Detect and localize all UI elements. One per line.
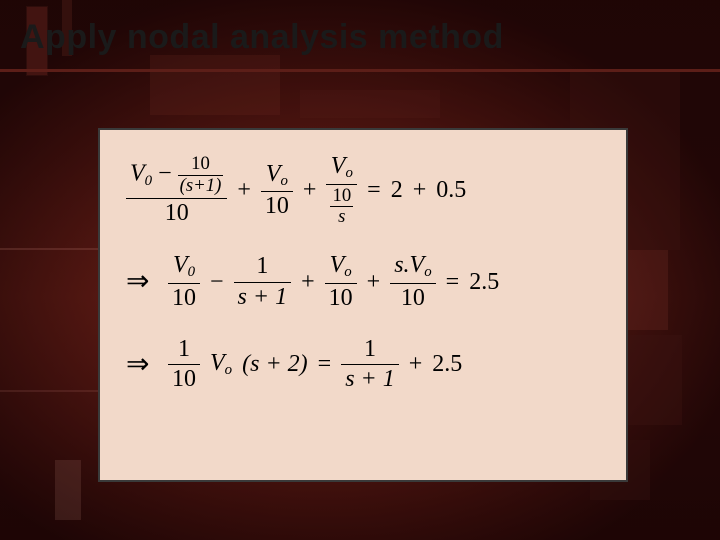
eq1-t1-V: V bbox=[130, 161, 145, 187]
slide: Apply nodal analysis method V0 − 10(s+1)… bbox=[0, 0, 720, 540]
eq1-t1-den: 10 bbox=[161, 201, 193, 226]
eq3-r-den: s + 1 bbox=[341, 367, 399, 392]
eq1-term1-fraction: V0 − 10 (s+1) 10 bbox=[126, 155, 227, 226]
eq3-V-sub: o bbox=[225, 362, 232, 378]
eq2-t3-sub: o bbox=[344, 264, 351, 280]
eq2-t1-sub: 0 bbox=[188, 264, 195, 280]
eq1-t1-inner-frac: 10 (s+1) bbox=[178, 155, 224, 195]
implies-arrow: ⇒ bbox=[126, 268, 152, 296]
eq1-t2-den: 10 bbox=[261, 194, 293, 219]
eq2-term3-fraction: Vo 10 bbox=[325, 253, 357, 311]
equation-3: ⇒ 1 10 Vo (s + 2) = 1 s + 1 + 2.5 bbox=[126, 337, 600, 392]
eq1-t3-inner-num: 10 bbox=[330, 187, 353, 206]
eq1-term2-fraction: Vo 10 bbox=[261, 162, 293, 220]
eq2-term1-fraction: V0 10 bbox=[168, 253, 200, 311]
eq2-t2-num: 1 bbox=[252, 254, 272, 279]
eq1-t1-minus: − bbox=[152, 161, 178, 187]
equation-1: V0 − 10(s+1) 10 + Vo 10 + Vo 10s = 2 + 0… bbox=[126, 154, 600, 227]
eq1-rhs-b: 0.5 bbox=[436, 177, 466, 204]
slide-title: Apply nodal analysis method bbox=[0, 10, 720, 72]
decoration bbox=[300, 90, 440, 118]
eq2-plus1: + bbox=[301, 269, 315, 296]
eq1-rhs-a: 2 bbox=[391, 177, 403, 204]
eq1-plus2: + bbox=[303, 177, 317, 204]
implies-arrow: ⇒ bbox=[126, 351, 152, 379]
eq2-t1-den: 10 bbox=[168, 286, 200, 311]
eq3-r-num: 1 bbox=[360, 337, 380, 362]
eq2-plus2: + bbox=[367, 269, 381, 296]
eq1-t2-V: V bbox=[266, 161, 281, 187]
eq2-t3-den: 10 bbox=[325, 286, 357, 311]
eq2-term4-fraction: s.Vo 10 bbox=[390, 253, 435, 311]
eq3-t1-num: 1 bbox=[174, 337, 194, 362]
eq3-plus: + bbox=[409, 351, 423, 378]
eq1-t3-inner-den: s bbox=[336, 208, 347, 227]
decoration bbox=[55, 460, 81, 520]
eq1-t3-sub: o bbox=[345, 165, 352, 181]
eq2-t2-den: s + 1 bbox=[234, 285, 292, 310]
eq2-t4-s: s. bbox=[394, 252, 409, 278]
equation-2: ⇒ V0 10 − 1 s + 1 + Vo 10 + s.Vo bbox=[126, 253, 600, 311]
eq2-t4-den: 10 bbox=[397, 286, 429, 311]
eq2-rhs: 2.5 bbox=[469, 269, 499, 296]
eq1-term3-fraction: Vo 10 s bbox=[326, 154, 357, 227]
eq3-V: V bbox=[210, 350, 225, 376]
eq2-term2-fraction: 1 s + 1 bbox=[234, 254, 292, 309]
eq2-t3-V: V bbox=[330, 252, 345, 278]
eq3-t1-den: 10 bbox=[168, 367, 200, 392]
eq3-equals: = bbox=[318, 351, 332, 378]
eq1-t1-sub: 0 bbox=[145, 173, 152, 189]
eq1-equals: = bbox=[367, 177, 381, 204]
eq2-t4-V: V bbox=[410, 252, 425, 278]
eq1-t1-inner-den: (s+1) bbox=[178, 177, 224, 196]
eq2-minus: − bbox=[210, 269, 224, 296]
eq1-t2-sub: o bbox=[281, 173, 288, 189]
eq1-plus1: + bbox=[237, 177, 251, 204]
eq3-paren: (s + 2) bbox=[242, 351, 308, 378]
eq1-t3-inner-frac: 10 s bbox=[330, 187, 353, 227]
eq1-t1-inner-num: 10 bbox=[189, 155, 212, 174]
math-panel: V0 − 10(s+1) 10 + Vo 10 + Vo 10s = 2 + 0… bbox=[98, 128, 628, 482]
eq3-coef-fraction: 1 10 bbox=[168, 337, 200, 392]
eq1-rhs-plus: + bbox=[413, 177, 427, 204]
eq3-const: 2.5 bbox=[432, 351, 462, 378]
eq2-t1-V: V bbox=[173, 252, 188, 278]
eq1-t3-V: V bbox=[331, 153, 346, 179]
eq3-rhs-fraction: 1 s + 1 bbox=[341, 337, 399, 392]
eq2-equals: = bbox=[446, 269, 460, 296]
eq2-t4-sub: o bbox=[424, 264, 431, 280]
